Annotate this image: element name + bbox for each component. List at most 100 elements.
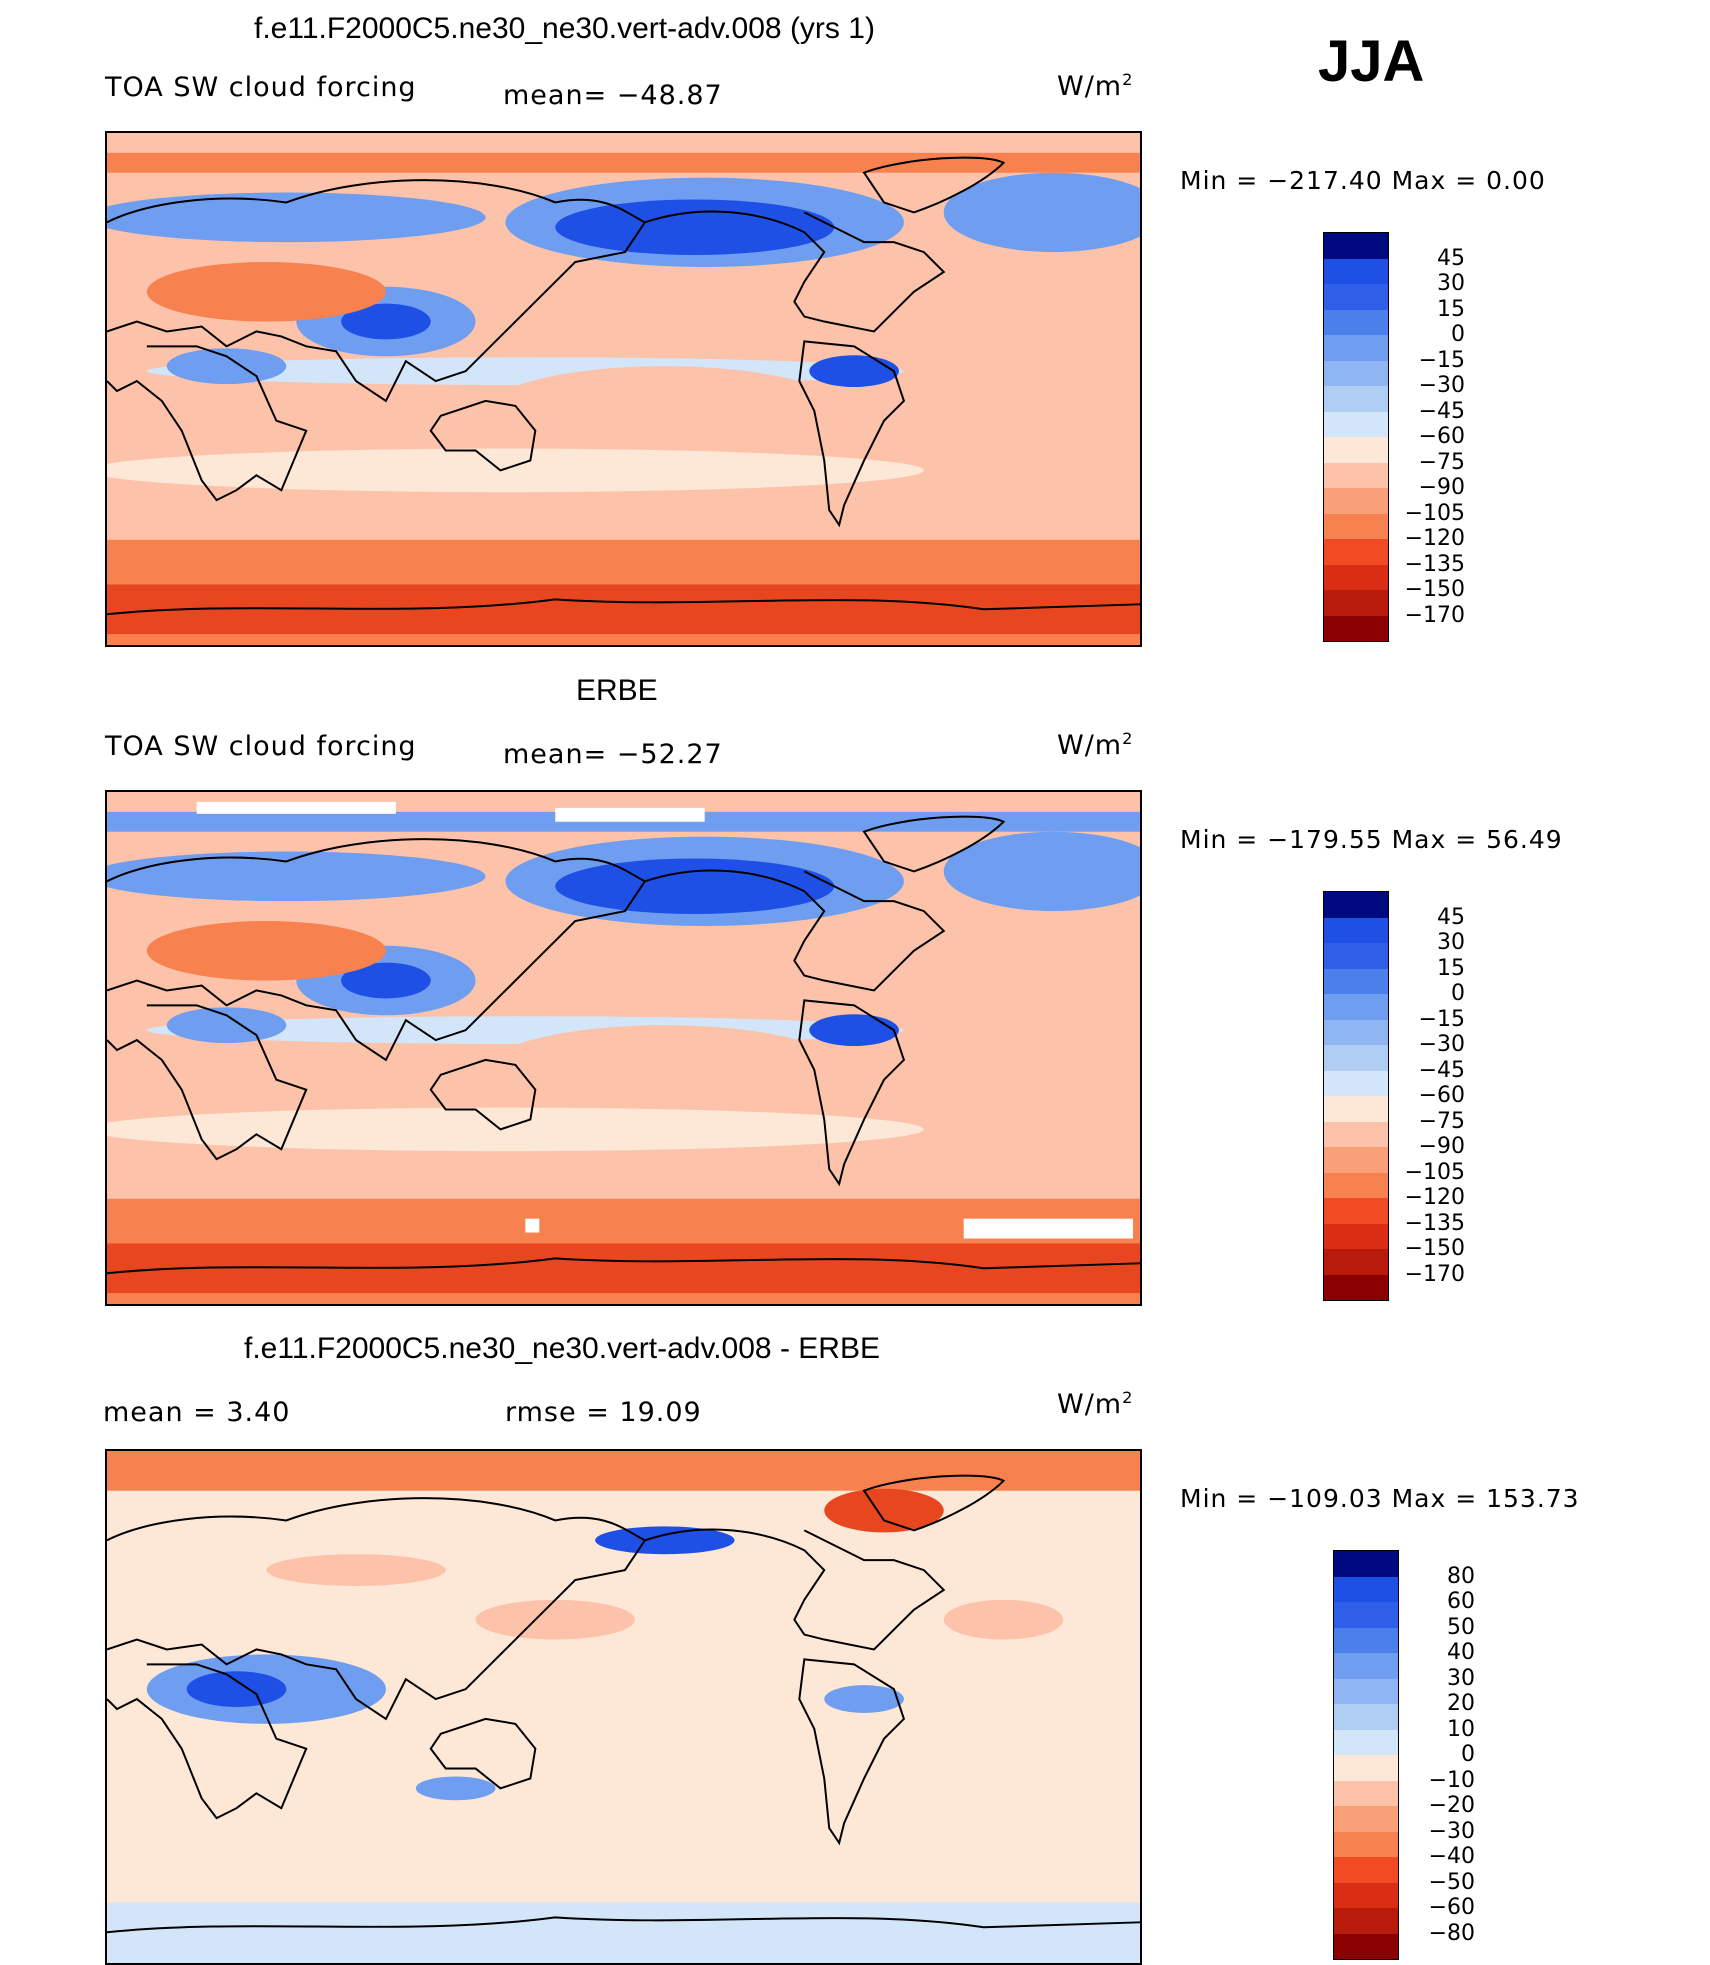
maritime-bias [415, 1776, 496, 1801]
panel3-title: f.e11.F2000C5.ne30_ne30.vert-adv.008 - E… [244, 1332, 880, 1365]
colorbar-tick-label: −105 [1404, 1159, 1465, 1185]
african-monsoon [166, 348, 287, 385]
panel1-minmax: Min = −217.40 Max = 0.00 [1180, 166, 1546, 195]
panel1-map [105, 131, 1142, 647]
panel3-minmax: Min = −109.03 Max = 153.73 [1180, 1484, 1580, 1513]
colorbar-swatch [1324, 335, 1388, 361]
missing-data [963, 1218, 1134, 1239]
coastline [798, 340, 906, 528]
colorbar-tick-label: 30 [1437, 930, 1465, 955]
coastline [862, 1474, 1006, 1532]
colorbar-tick-label: −105 [1404, 500, 1465, 526]
coastline [429, 1717, 537, 1790]
missing-data [525, 1218, 540, 1233]
coastline [644, 1528, 946, 1651]
units-base: W/m [1057, 71, 1123, 102]
panel1-title: f.e11.F2000C5.ne30_ne30.vert-adv.008 (yr… [254, 12, 875, 45]
colorbar-tick-label: −120 [1404, 526, 1465, 551]
north-pacific-core [555, 858, 835, 915]
colorbar-swatch [1324, 1223, 1388, 1249]
colorbar-swatch [1324, 1172, 1388, 1198]
colorbar-tick-label: −10 [1428, 1767, 1475, 1793]
southern-subtropics [107, 448, 924, 493]
colorbar-swatch [1324, 1045, 1388, 1071]
missing-data [196, 801, 396, 814]
colorbar-swatch [1324, 590, 1388, 616]
coastline [429, 399, 537, 472]
colorbar-swatch [1324, 386, 1388, 412]
southern-ocean-core [107, 584, 1140, 635]
colorbar-swatch [1324, 943, 1388, 969]
colorbar-tick-label: −150 [1404, 577, 1465, 602]
north-atlantic-track [943, 172, 1140, 253]
colorbar-swatch [1324, 1198, 1388, 1224]
asian-monsoon-core [341, 303, 431, 340]
units-base: W/m [1057, 1389, 1123, 1420]
colorbar-tick-label: −80 [1428, 1920, 1475, 1946]
colorbar-swatch [1324, 1096, 1388, 1122]
african-monsoon [166, 1007, 287, 1044]
colorbar-swatch [1324, 564, 1388, 590]
colorbar-swatch [1334, 1678, 1398, 1704]
colorbar-swatch [1324, 1121, 1388, 1147]
coastline [107, 598, 1140, 616]
colorbar-swatch [1324, 258, 1388, 284]
colorbar-tick-label: 45 [1437, 904, 1465, 930]
colorbar-tick-label: 40 [1447, 1640, 1475, 1665]
polar-bias-band [107, 1451, 1140, 1491]
units-exp: 2 [1122, 70, 1134, 89]
colorbar-tick-label: −135 [1404, 1210, 1465, 1236]
asian-monsoon-core [341, 962, 431, 999]
panel2-variable: TOA SW cloud forcing [105, 731, 417, 762]
panel2-colorbar [1323, 891, 1389, 1301]
units-base: W/m [1057, 730, 1123, 761]
panel2-map [105, 790, 1142, 1306]
colorbar-tick-label: −40 [1428, 1844, 1475, 1869]
colorbar-swatch [1324, 892, 1388, 918]
colorbar-swatch [1324, 1249, 1388, 1275]
subtropical-atlantic [893, 242, 1034, 322]
colorbar-tick-label: −20 [1428, 1793, 1475, 1818]
colorbar-tick-label: −150 [1404, 1236, 1465, 1261]
colorbar-tick-label: −75 [1418, 449, 1465, 475]
south-pacific-high [485, 366, 845, 456]
colorbar-swatch [1334, 1653, 1398, 1679]
colorbar-swatch [1324, 539, 1388, 565]
colorbar-swatch [1324, 462, 1388, 488]
colorbar-tick-label: −60 [1418, 424, 1465, 449]
colorbar-tick-label: −30 [1418, 1032, 1465, 1057]
itcz-bias [824, 1685, 904, 1713]
panel3-units: W/m2 [1057, 1388, 1133, 1420]
coastline [644, 210, 946, 333]
units-exp: 2 [1122, 729, 1134, 748]
colorbar-swatch [1334, 1806, 1398, 1832]
coastline [107, 1004, 308, 1161]
colorbar-swatch [1334, 1602, 1398, 1628]
colorbar-tick-label: −50 [1428, 1869, 1475, 1895]
colorbar-swatch [1324, 994, 1388, 1020]
colorbar-swatch [1334, 1576, 1398, 1602]
central-america-clouds [809, 1014, 899, 1047]
panel2-map-svg [107, 792, 1140, 1304]
colorbar-tick-label: 0 [1461, 1742, 1475, 1767]
colorbar-swatch [1324, 1019, 1388, 1045]
panel3-colorbar [1333, 1550, 1399, 1960]
colorbar-tick-label: −90 [1418, 1134, 1465, 1159]
colorbar-swatch [1324, 488, 1388, 514]
africa-strong-bias [186, 1671, 287, 1707]
colorbar-tick-label: 0 [1451, 981, 1465, 1006]
southern-ocean-core [107, 1243, 1140, 1294]
colorbar-swatch [1324, 411, 1388, 437]
colorbar-tick-label: −60 [1428, 1895, 1475, 1920]
colorbar-tick-label: 30 [1437, 271, 1465, 296]
colorbar-tick-label: −90 [1418, 475, 1465, 500]
panel3-mean: mean = 3.40 [103, 1397, 291, 1428]
colorbar-swatch [1334, 1627, 1398, 1653]
southern-subtropics [107, 1107, 924, 1152]
colorbar-tick-label: −15 [1418, 1006, 1465, 1032]
colorbar-tick-label: −15 [1418, 347, 1465, 373]
colorbar-tick-label: 80 [1447, 1563, 1475, 1589]
north-pacific-core [555, 199, 835, 256]
coastline [107, 1257, 1140, 1275]
colorbar-tick-label: −60 [1418, 1083, 1465, 1108]
